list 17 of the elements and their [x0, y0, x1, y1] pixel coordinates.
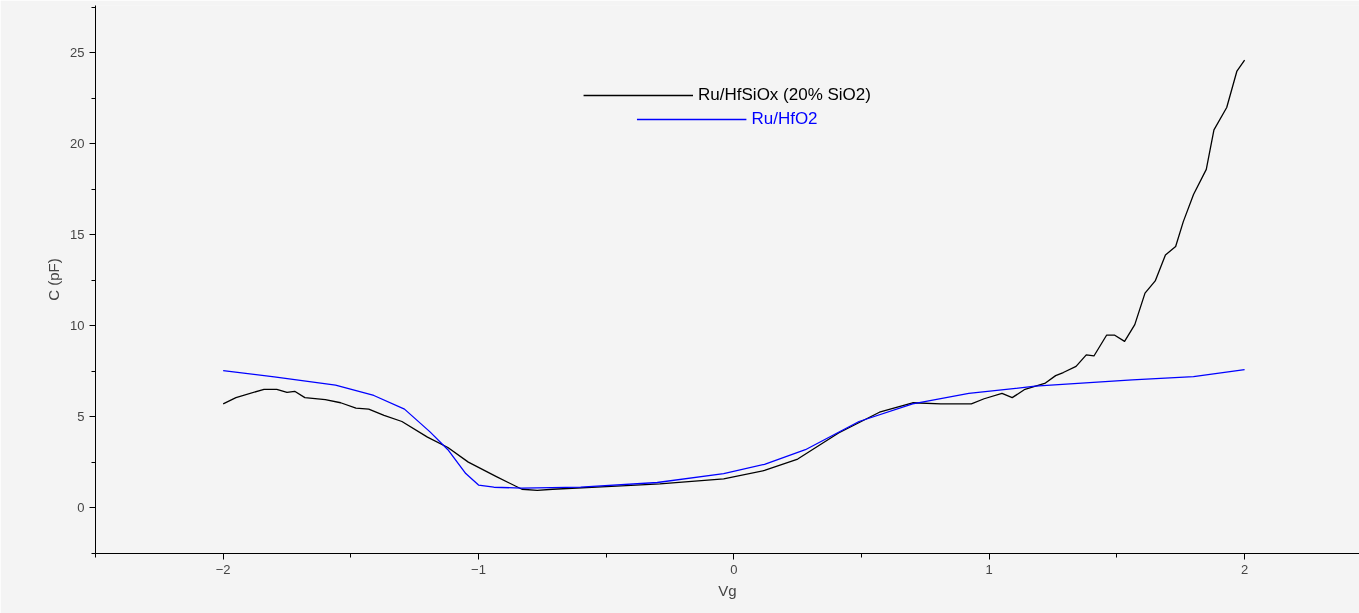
x-tick-label: −1 [471, 561, 486, 577]
y-tick-label: 15 [70, 227, 85, 243]
y-tick-label: 0 [77, 500, 85, 516]
y-axis-title: C (pF) [45, 258, 63, 301]
x-tick-label: 2 [1240, 561, 1249, 577]
x-tick-label: 0 [730, 561, 738, 577]
x-axis-title: Vg [718, 581, 737, 599]
line-series [222, 368, 1246, 489]
line-series [222, 59, 1246, 491]
y-tick-label: 25 [70, 45, 85, 61]
text: Ru/HfO2 [751, 109, 818, 129]
x-tick-label: −2 [215, 561, 231, 577]
x-tick-label: 1 [985, 561, 993, 577]
y-tick-label: 20 [70, 136, 85, 152]
y-tick-label: 5 [77, 409, 85, 425]
y-tick-label: 10 [70, 318, 85, 334]
text: Ru/HfSiOx (20% SiO2) [698, 85, 871, 105]
